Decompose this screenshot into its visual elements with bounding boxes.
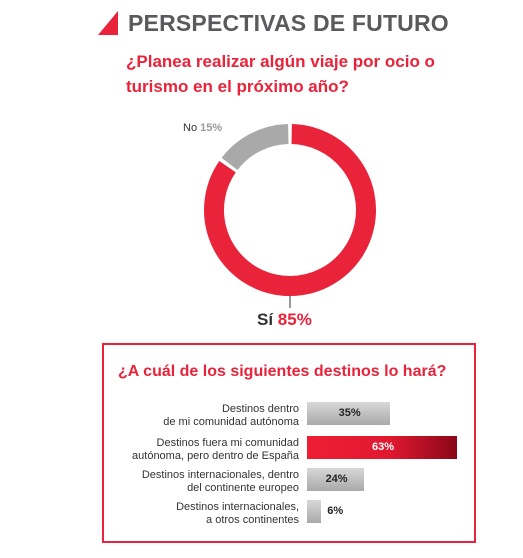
bar-category-line: Destinos fuera mi comunidad [156,437,299,449]
bar-category-line: a otros continentes [206,513,299,526]
bar-category-line: autónoma, pero dentro de España [132,449,299,462]
slice-value-si: 85% [277,310,312,329]
bar-category-label: Destinos internacionales, a otros contine… [99,501,299,526]
bar [307,436,457,459]
bar-category-label: Destinos dentro de mi comunidad autónoma [99,403,299,428]
section-header: PERSPECTIVAS DE FUTURO [98,7,449,39]
bar [307,402,391,425]
bar-category-label: Destinos fuera mi comunidad autónoma, per… [99,437,299,462]
slice-label-si: Sí 85% [257,310,312,330]
bar-category-line: de mi comunidad autónoma [163,415,299,428]
question-travel-plans: ¿Planea realizar algún viaje por ocio o … [126,52,435,96]
slice-value-no: 15% [200,122,223,134]
bar-value-label: 6% [327,505,344,517]
bar-category-line: del continente europeo [187,481,299,494]
bar [307,468,365,491]
slice-category-no: No [183,122,198,134]
bar-category-line: Destinos internacionales, [176,501,299,513]
bar-value-label: 24% [325,473,348,485]
slice-label-no: No 15% [183,122,222,134]
bar-category-label: Destinos internacionales, dentro del cont… [99,469,299,494]
slice-category-si: Sí [257,310,274,329]
bar-value-label: 35% [338,407,361,419]
triangle-marker-icon [98,11,118,35]
donut-slice-si [204,124,376,296]
page-title: PERSPECTIVAS DE FUTURO [128,9,449,36]
bar-value-label: 63% [372,441,395,453]
donut-slice-no [221,124,289,171]
donut-chart [204,124,376,308]
bar [307,500,322,523]
bar-category-line: Destinos dentro [221,403,299,415]
question-destinations: ¿A cuál de los siguientes destinos lo ha… [118,363,447,380]
destinations-panel [102,343,476,543]
bar-category-line: Destinos internacionales, dentro [141,469,299,481]
